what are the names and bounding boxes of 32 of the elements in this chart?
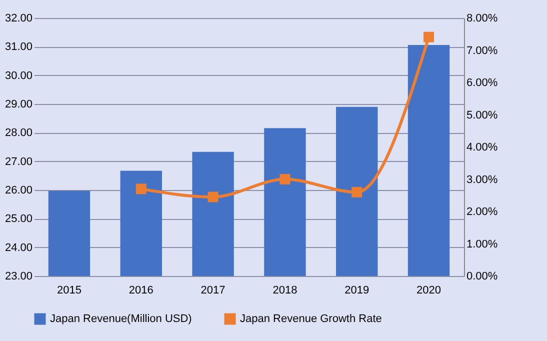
legend-label: Japan Revenue(Million USD) [50, 313, 192, 325]
y2-tick-label: 4.00% [466, 142, 498, 154]
y-tick-label: 23.00 [4, 270, 32, 282]
legend-label: Japan Revenue Growth Rate [240, 313, 382, 325]
x-tick-label: 2018 [272, 284, 298, 296]
y-tick-label: 27.00 [4, 156, 32, 168]
y-tick-label: 24.00 [4, 242, 32, 254]
x-tick-label: 2015 [56, 284, 82, 296]
x-tick-label: 2019 [344, 284, 370, 296]
point [424, 32, 434, 42]
point [352, 186, 362, 198]
point [280, 174, 290, 184]
y-tick-label: 28.00 [4, 127, 32, 140]
x-tick-label: 2016 [128, 284, 154, 296]
x-tick-label: 2020 [416, 284, 442, 296]
y-tick-label: 26.00 [4, 184, 32, 196]
point [208, 192, 218, 202]
y-tick-label: 25.00 [4, 213, 32, 226]
x-tick-label: 2017 [200, 284, 226, 296]
y2-tick-label: 8.00% [466, 12, 498, 24]
y-tick-label: 32.00 [4, 12, 32, 24]
y2-tick-label: 0.00% [466, 270, 498, 282]
y2-tick-label: 3.00% [466, 174, 498, 186]
y2-tick-label: 5.00% [466, 109, 498, 122]
y2-tick-label: 1.00% [466, 238, 498, 250]
y2-tick-label: 6.00% [466, 77, 498, 89]
y-tick-label: 30.00 [4, 70, 32, 82]
y2-tick-label: 2.00% [466, 206, 498, 218]
y-tick-label: 31.00 [4, 41, 32, 54]
y-tick-label: 29.00 [4, 98, 32, 110]
y2-tick-label: 7.00% [466, 44, 498, 57]
point [136, 184, 146, 194]
